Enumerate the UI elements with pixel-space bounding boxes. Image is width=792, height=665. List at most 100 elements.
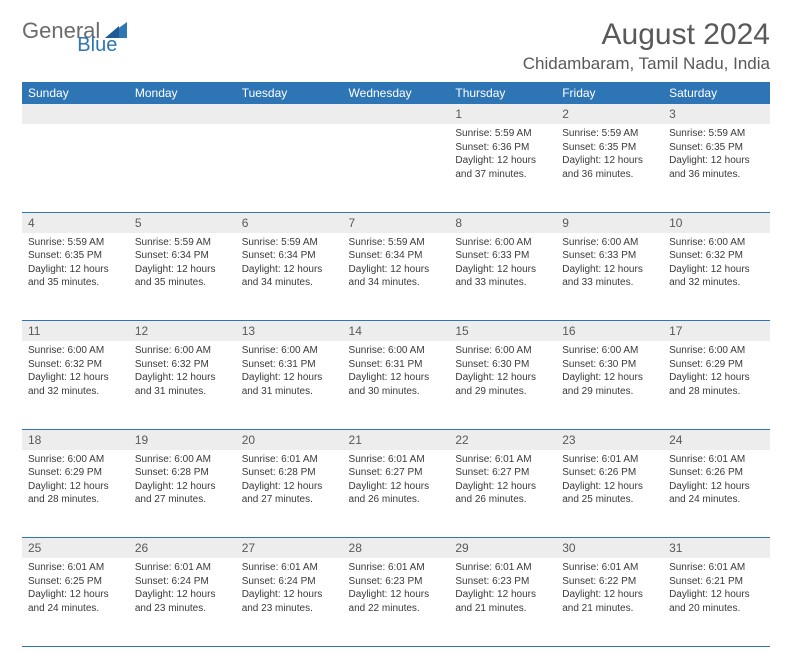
day-body-row: Sunrise: 5:59 AMSunset: 6:35 PMDaylight:… [22,233,770,321]
daylight-text: Daylight: 12 hours and 26 minutes. [455,480,550,507]
sunset-text: Sunset: 6:28 PM [135,466,230,480]
day-body-cell: Sunrise: 6:01 AMSunset: 6:23 PMDaylight:… [449,558,556,646]
day-number-cell: 29 [449,538,556,559]
daylight-text: Daylight: 12 hours and 31 minutes. [242,371,337,398]
weekday-header: Saturday [663,82,770,104]
day-number-cell [343,104,450,124]
day-body-cell: Sunrise: 6:01 AMSunset: 6:24 PMDaylight:… [236,558,343,646]
day-number-cell: 26 [129,538,236,559]
weekday-header: Monday [129,82,236,104]
day-number-cell [129,104,236,124]
daylight-text: Daylight: 12 hours and 28 minutes. [669,371,764,398]
day-number-cell: 22 [449,429,556,450]
daylight-text: Daylight: 12 hours and 33 minutes. [455,263,550,290]
sunrise-text: Sunrise: 6:00 AM [135,344,230,358]
sunrise-text: Sunrise: 6:00 AM [28,344,123,358]
sunrise-text: Sunrise: 5:59 AM [669,127,764,141]
sunset-text: Sunset: 6:35 PM [28,249,123,263]
sunset-text: Sunset: 6:30 PM [562,358,657,372]
calendar-table: SundayMondayTuesdayWednesdayThursdayFrid… [22,82,770,647]
day-body-cell [129,124,236,212]
sunset-text: Sunset: 6:23 PM [349,575,444,589]
sunrise-text: Sunrise: 6:01 AM [562,453,657,467]
day-number-cell: 13 [236,321,343,342]
sunset-text: Sunset: 6:34 PM [349,249,444,263]
day-body-row: Sunrise: 6:00 AMSunset: 6:32 PMDaylight:… [22,341,770,429]
sunset-text: Sunset: 6:26 PM [669,466,764,480]
header: General Blue August 2024 Chidambaram, Ta… [22,18,770,74]
sunrise-text: Sunrise: 6:01 AM [349,453,444,467]
day-body-cell: Sunrise: 6:01 AMSunset: 6:23 PMDaylight:… [343,558,450,646]
sunset-text: Sunset: 6:26 PM [562,466,657,480]
sunrise-text: Sunrise: 6:00 AM [562,236,657,250]
day-body-cell: Sunrise: 6:00 AMSunset: 6:30 PMDaylight:… [556,341,663,429]
day-number-cell [22,104,129,124]
sunrise-text: Sunrise: 6:01 AM [28,561,123,575]
day-body-cell: Sunrise: 6:00 AMSunset: 6:28 PMDaylight:… [129,450,236,538]
sunrise-text: Sunrise: 6:01 AM [455,561,550,575]
sunset-text: Sunset: 6:31 PM [242,358,337,372]
sunset-text: Sunset: 6:21 PM [669,575,764,589]
day-body-cell: Sunrise: 5:59 AMSunset: 6:34 PMDaylight:… [236,233,343,321]
sunrise-text: Sunrise: 5:59 AM [28,236,123,250]
day-number-cell: 5 [129,212,236,233]
sunset-text: Sunset: 6:32 PM [135,358,230,372]
daylight-text: Daylight: 12 hours and 28 minutes. [28,480,123,507]
weekday-header: Tuesday [236,82,343,104]
daylight-text: Daylight: 12 hours and 36 minutes. [669,154,764,181]
day-number-cell: 20 [236,429,343,450]
daylight-text: Daylight: 12 hours and 33 minutes. [562,263,657,290]
calendar-page: General Blue August 2024 Chidambaram, Ta… [0,0,792,665]
daylight-text: Daylight: 12 hours and 25 minutes. [562,480,657,507]
logo: General Blue [22,18,171,44]
daynum-row: 11121314151617 [22,321,770,342]
day-body-cell: Sunrise: 5:59 AMSunset: 6:35 PMDaylight:… [663,124,770,212]
daylight-text: Daylight: 12 hours and 24 minutes. [669,480,764,507]
day-body-cell: Sunrise: 6:00 AMSunset: 6:32 PMDaylight:… [663,233,770,321]
sunset-text: Sunset: 6:28 PM [242,466,337,480]
daynum-row: 18192021222324 [22,429,770,450]
day-number-cell: 19 [129,429,236,450]
day-number-cell: 4 [22,212,129,233]
day-body-cell: Sunrise: 5:59 AMSunset: 6:35 PMDaylight:… [556,124,663,212]
weekday-header: Sunday [22,82,129,104]
daylight-text: Daylight: 12 hours and 31 minutes. [135,371,230,398]
month-title: August 2024 [523,18,770,52]
sunrise-text: Sunrise: 6:00 AM [669,344,764,358]
sunrise-text: Sunrise: 6:00 AM [349,344,444,358]
sunset-text: Sunset: 6:24 PM [135,575,230,589]
sunset-text: Sunset: 6:30 PM [455,358,550,372]
sunrise-text: Sunrise: 6:00 AM [455,344,550,358]
day-body-cell: Sunrise: 6:00 AMSunset: 6:33 PMDaylight:… [556,233,663,321]
day-number-cell: 15 [449,321,556,342]
sunset-text: Sunset: 6:23 PM [455,575,550,589]
daylight-text: Daylight: 12 hours and 29 minutes. [455,371,550,398]
daylight-text: Daylight: 12 hours and 23 minutes. [242,588,337,615]
day-number-cell: 9 [556,212,663,233]
daylight-text: Daylight: 12 hours and 36 minutes. [562,154,657,181]
daylight-text: Daylight: 12 hours and 24 minutes. [28,588,123,615]
day-body-cell: Sunrise: 6:00 AMSunset: 6:31 PMDaylight:… [236,341,343,429]
day-body-cell: Sunrise: 6:01 AMSunset: 6:27 PMDaylight:… [449,450,556,538]
title-block: August 2024 Chidambaram, Tamil Nadu, Ind… [523,18,770,74]
daylight-text: Daylight: 12 hours and 26 minutes. [349,480,444,507]
day-number-cell: 12 [129,321,236,342]
sunrise-text: Sunrise: 6:00 AM [455,236,550,250]
logo-text-blue: Blue [77,34,117,57]
daylight-text: Daylight: 12 hours and 34 minutes. [349,263,444,290]
sunset-text: Sunset: 6:27 PM [349,466,444,480]
day-body-cell: Sunrise: 6:01 AMSunset: 6:26 PMDaylight:… [556,450,663,538]
day-body-cell: Sunrise: 6:01 AMSunset: 6:27 PMDaylight:… [343,450,450,538]
day-body-cell: Sunrise: 5:59 AMSunset: 6:34 PMDaylight:… [129,233,236,321]
sunset-text: Sunset: 6:27 PM [455,466,550,480]
daynum-row: 45678910 [22,212,770,233]
day-number-cell: 31 [663,538,770,559]
sunset-text: Sunset: 6:22 PM [562,575,657,589]
day-body-cell: Sunrise: 6:00 AMSunset: 6:30 PMDaylight:… [449,341,556,429]
sunrise-text: Sunrise: 6:01 AM [669,561,764,575]
sunset-text: Sunset: 6:31 PM [349,358,444,372]
sunrise-text: Sunrise: 6:00 AM [135,453,230,467]
sunset-text: Sunset: 6:33 PM [455,249,550,263]
day-number-cell [236,104,343,124]
daylight-text: Daylight: 12 hours and 35 minutes. [28,263,123,290]
